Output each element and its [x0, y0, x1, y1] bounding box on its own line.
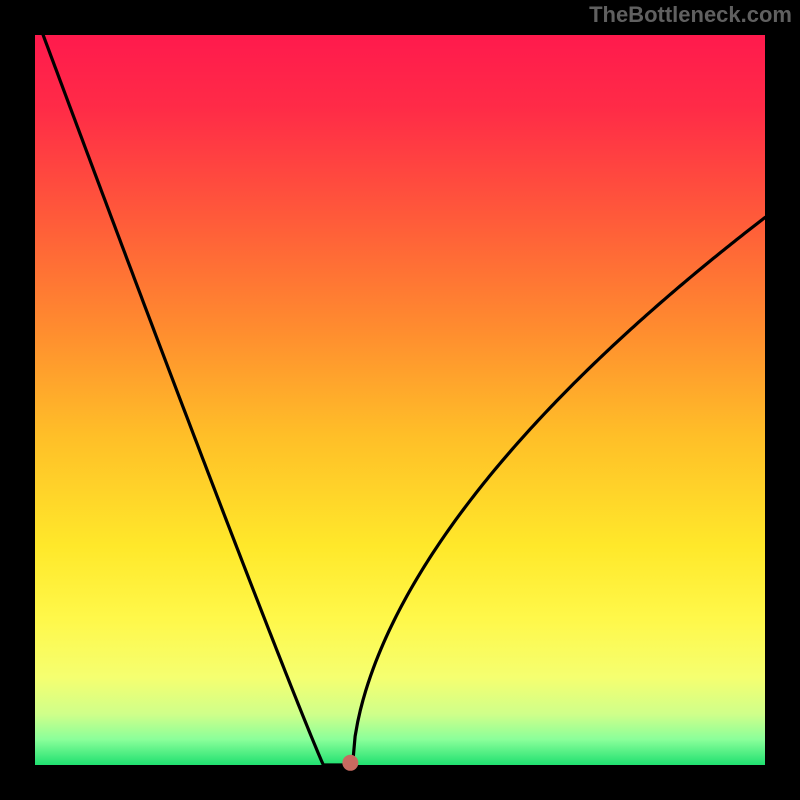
chart-svg [0, 0, 800, 800]
watermark-text: TheBottleneck.com [589, 2, 792, 28]
bottleneck-chart [0, 0, 800, 800]
optimum-marker [342, 755, 358, 771]
